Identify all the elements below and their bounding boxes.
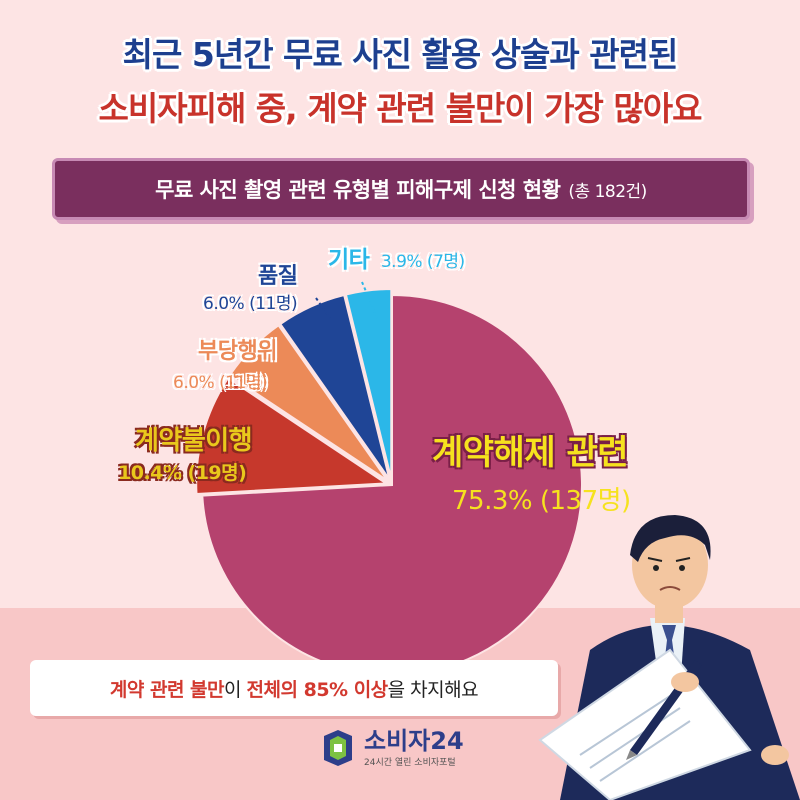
summary-callout: 계약 관련 불만 이 전체의 85% 이상 을 차지해요	[30, 660, 558, 716]
summary-text-1: 이	[224, 678, 247, 701]
label-name-nonperformance: 계약불이행	[135, 426, 253, 456]
label-name-contract-cancel: 계약해제 관련	[432, 433, 629, 473]
label-name-unfair-act: 부당행위	[198, 339, 277, 364]
pie-slice-2	[228, 323, 389, 482]
summary-highlight-2: 전체의 85% 이상	[246, 678, 389, 701]
summary-text-2: 을 차지해요	[387, 678, 479, 701]
label-value-quality: 6.0% (11명)	[203, 294, 298, 314]
chart-title-banner: 무료 사진 촬영 관련 유형별 피해구제 신청 현황 (총 182건)	[52, 158, 750, 220]
summary-highlight-1: 계약 관련 불만	[109, 678, 225, 701]
logo-tagline: 24시간 열린 소비자포털	[364, 757, 456, 768]
label-name-other-text: 기타	[328, 247, 370, 273]
label-name-other: 기타 3.9% (7명)	[328, 240, 465, 274]
pie-slice-0	[201, 293, 583, 676]
label-value-other: 3.9% (7명)	[380, 252, 465, 272]
label-value-nonperformance: 10.4% (19명)	[118, 462, 247, 484]
headline-line-1: 최근 5년간 무료 사진 활용 상술과 관련된	[122, 35, 679, 74]
logo-name: 소비자24	[364, 726, 464, 755]
chart-total: (총 182건)	[568, 181, 647, 202]
label-name-quality: 품질	[258, 264, 298, 289]
chart-title: 무료 사진 촬영 관련 유형별 피해구제 신청 현황	[155, 178, 561, 202]
leader-line-quality	[315, 297, 331, 319]
leader-lines	[315, 281, 379, 321]
headline-line-2: 소비자피해 중, 계약 관련 불만이 가장 많아요	[98, 89, 703, 128]
businessman-illustration	[538, 515, 800, 800]
label-value-unfair-act: 6.0% (11명)	[173, 373, 268, 393]
label-value-contract-cancel: 75.3% (137명)	[452, 486, 631, 516]
pie-slices	[195, 288, 583, 676]
logo-icon	[324, 730, 352, 766]
logo: 소비자24 24시간 열린 소비자포털	[318, 728, 464, 768]
pie-slice-3	[278, 293, 391, 481]
pie-slice-1	[195, 376, 390, 496]
pie-slice-4	[344, 288, 393, 480]
leader-line-other	[361, 281, 379, 321]
